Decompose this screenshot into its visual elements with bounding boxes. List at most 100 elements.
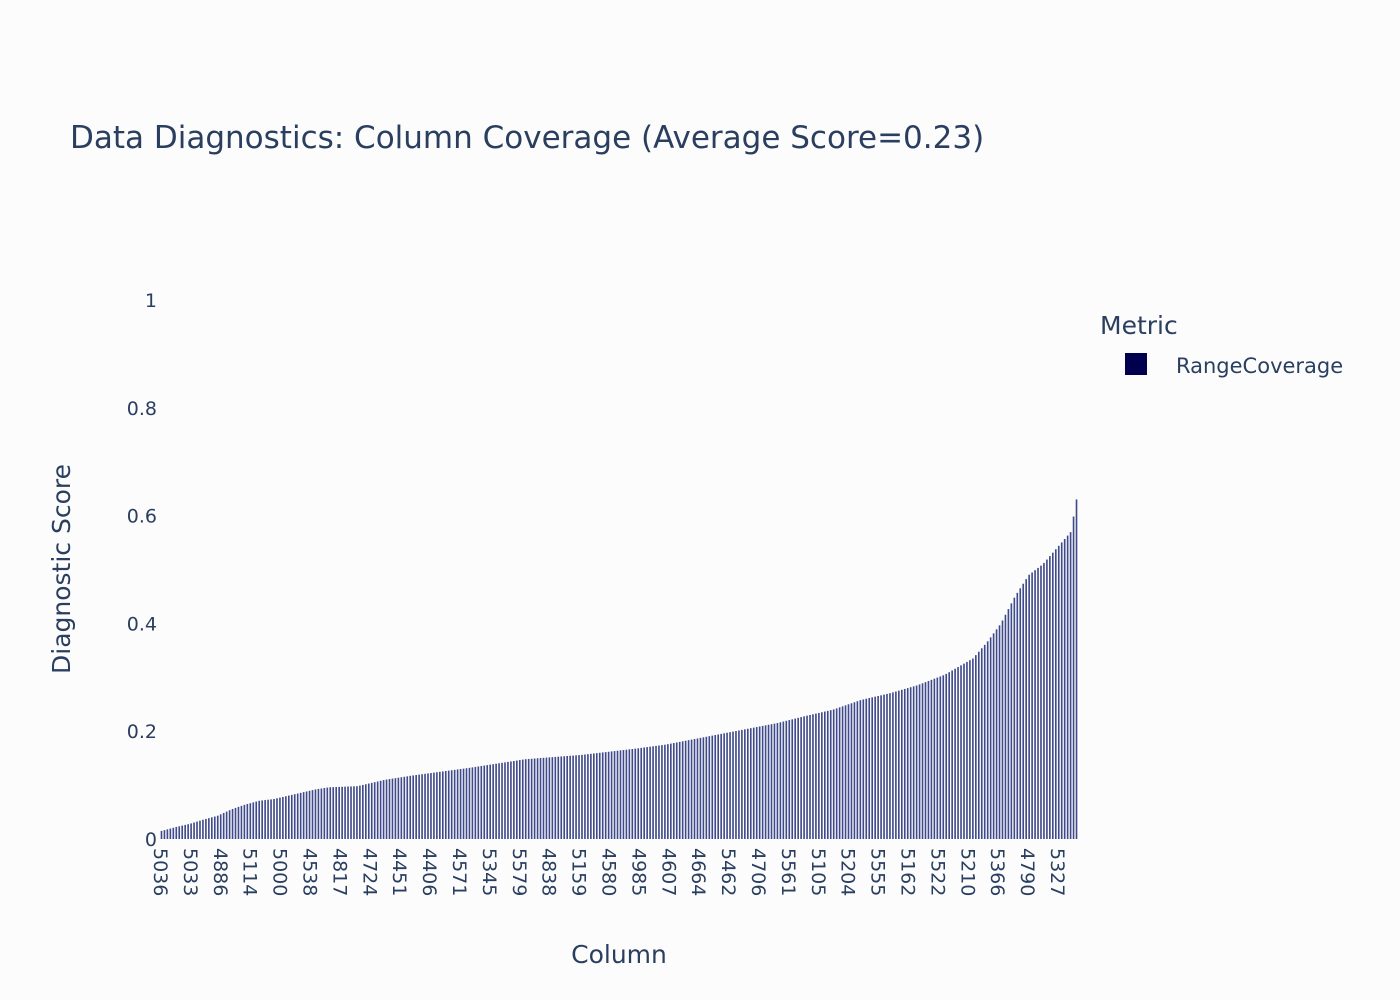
bar[interactable]	[530, 758, 533, 839]
bar[interactable]	[208, 818, 210, 839]
bar[interactable]	[963, 663, 965, 839]
bar[interactable]	[853, 702, 856, 839]
bar[interactable]	[598, 752, 601, 839]
bar[interactable]	[859, 700, 862, 839]
bar[interactable]	[243, 804, 246, 839]
bar[interactable]	[672, 743, 675, 839]
bar[interactable]	[335, 786, 338, 839]
bar[interactable]	[187, 824, 189, 839]
bar[interactable]	[803, 716, 805, 839]
bar[interactable]	[216, 815, 219, 839]
bar[interactable]	[314, 789, 317, 839]
bar[interactable]	[927, 680, 930, 839]
bar[interactable]	[501, 762, 503, 839]
bar[interactable]	[447, 770, 450, 839]
bar[interactable]	[708, 736, 711, 839]
bar[interactable]	[427, 773, 429, 839]
bar[interactable]	[365, 784, 367, 839]
bar[interactable]	[338, 786, 340, 839]
bar[interactable]	[915, 685, 918, 840]
bar[interactable]	[293, 794, 296, 839]
bar[interactable]	[832, 709, 835, 839]
bar[interactable]	[954, 668, 956, 839]
bar[interactable]	[975, 655, 977, 839]
bar[interactable]	[1001, 620, 1004, 839]
bar[interactable]	[246, 803, 249, 839]
bar[interactable]	[998, 625, 1001, 839]
bar[interactable]	[658, 745, 660, 839]
bar[interactable]	[486, 765, 489, 839]
bar[interactable]	[841, 706, 844, 839]
bar[interactable]	[761, 725, 764, 839]
bar[interactable]	[276, 798, 278, 839]
bar[interactable]	[640, 747, 643, 839]
bar[interactable]	[439, 771, 441, 839]
bar[interactable]	[184, 824, 186, 839]
bar[interactable]	[969, 660, 971, 839]
bar[interactable]	[193, 822, 195, 839]
bar[interactable]	[231, 808, 234, 839]
bar[interactable]	[237, 806, 240, 839]
bar[interactable]	[898, 690, 900, 839]
bar[interactable]	[986, 641, 989, 839]
bar[interactable]	[912, 686, 915, 839]
bar[interactable]	[723, 733, 725, 839]
bar[interactable]	[344, 786, 346, 839]
bar[interactable]	[288, 795, 290, 839]
bar[interactable]	[992, 633, 995, 839]
bar[interactable]	[764, 725, 767, 839]
bar[interactable]	[202, 819, 204, 839]
bar[interactable]	[622, 750, 625, 839]
bar[interactable]	[222, 812, 225, 839]
bar[interactable]	[270, 799, 272, 839]
bar[interactable]	[972, 658, 974, 840]
bar[interactable]	[557, 756, 560, 839]
bar[interactable]	[1075, 499, 1078, 839]
bar[interactable]	[797, 717, 799, 839]
bar[interactable]	[838, 707, 841, 839]
bar[interactable]	[942, 675, 945, 839]
bar[interactable]	[240, 805, 243, 839]
bar[interactable]	[720, 733, 722, 839]
bar[interactable]	[560, 756, 563, 839]
bar[interactable]	[190, 823, 192, 839]
bar[interactable]	[539, 758, 542, 839]
bar[interactable]	[794, 718, 797, 839]
bar[interactable]	[575, 755, 577, 839]
bar[interactable]	[1010, 603, 1013, 839]
bar[interactable]	[604, 752, 607, 839]
bar[interactable]	[702, 737, 705, 839]
bar[interactable]	[282, 796, 284, 839]
bar[interactable]	[788, 720, 791, 839]
bar[interactable]	[516, 760, 518, 839]
bar[interactable]	[933, 678, 936, 839]
bar[interactable]	[821, 712, 823, 839]
bar[interactable]	[388, 779, 391, 839]
bar[interactable]	[625, 749, 628, 839]
bar[interactable]	[160, 830, 163, 839]
bar[interactable]	[714, 735, 717, 839]
bar[interactable]	[181, 825, 184, 839]
bar[interactable]	[749, 728, 752, 839]
bar[interactable]	[317, 788, 320, 839]
bar[interactable]	[717, 734, 720, 839]
bar[interactable]	[681, 741, 684, 839]
bar[interactable]	[551, 757, 554, 839]
bar[interactable]	[960, 665, 962, 839]
bar[interactable]	[403, 776, 406, 839]
bar[interactable]	[693, 739, 696, 839]
bar[interactable]	[977, 651, 980, 839]
bar[interactable]	[921, 683, 924, 839]
bar[interactable]	[285, 796, 287, 839]
bar[interactable]	[661, 745, 663, 839]
bar[interactable]	[767, 724, 770, 839]
bar[interactable]	[643, 747, 645, 839]
bar[interactable]	[308, 790, 311, 839]
bar[interactable]	[424, 773, 426, 839]
bar[interactable]	[1037, 567, 1039, 839]
bar[interactable]	[166, 829, 169, 839]
bar[interactable]	[175, 826, 178, 839]
bar[interactable]	[758, 726, 761, 839]
bar[interactable]	[909, 687, 912, 839]
bar[interactable]	[391, 778, 394, 839]
